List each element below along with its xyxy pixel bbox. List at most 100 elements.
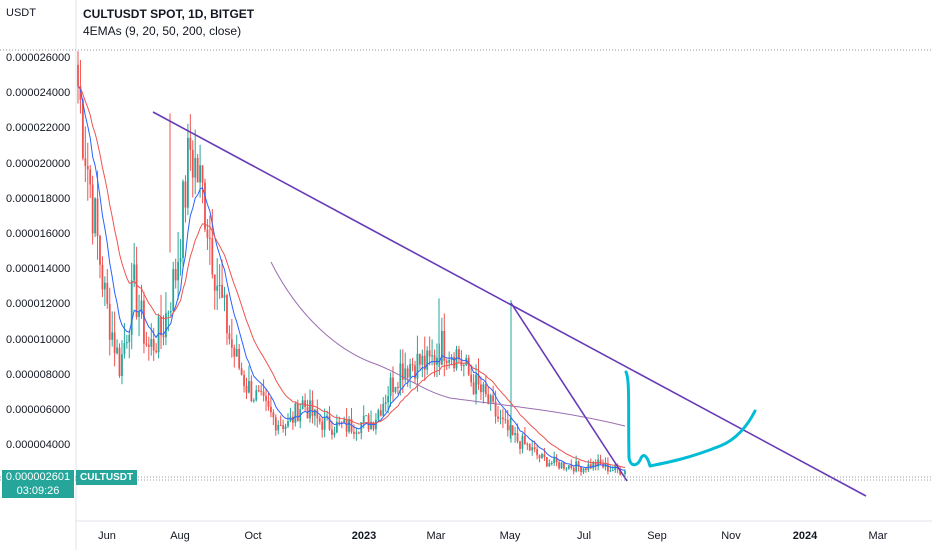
y-tick-label: 0.000016000 [6,228,71,240]
candle-body [567,465,570,469]
chart-title: CULTUSDT SPOT, 1D, BITGET [83,7,255,21]
candle-body [235,348,238,357]
candle-body [257,390,260,392]
candle-body [401,363,404,380]
candle-body [179,258,182,262]
candle-body [609,470,612,472]
candle-body [516,433,519,442]
candle-body [577,461,580,467]
candle-body [270,406,272,413]
candle-body [589,464,592,469]
price-value: 0.000002601 [5,471,71,483]
candle-body [499,417,502,419]
candle-body [392,377,394,393]
candle-body [94,198,96,234]
candle-body [160,317,162,336]
candle-body [494,401,497,417]
candle-body [199,165,201,183]
candle-body [538,455,541,459]
candle-body [277,424,280,431]
indicator-legend[interactable]: 4EMAs (9, 20, 50, 200, close) [83,24,242,38]
candle-body [77,64,79,87]
candle-body [135,264,138,317]
candle-body [340,422,343,424]
x-tick-label: Oct [244,530,262,542]
candle-body [186,137,189,208]
candle-body [211,238,214,275]
candle-body [118,347,121,376]
candle-body [216,285,219,291]
candle-body [296,403,299,422]
candle-body [294,403,297,423]
y-tick-label: 0.000014000 [6,263,71,276]
candle-body [506,419,509,431]
candle-body [338,421,341,423]
candle-body [396,386,399,388]
candle-body [111,332,114,340]
candle-body [287,421,289,427]
candle-body [426,350,429,370]
candle-body [465,357,468,366]
y-tick-label: 0.000008000 [6,368,71,381]
candle-body [365,415,368,417]
candle-body [243,374,245,387]
candle-body [113,332,116,354]
candle-body [140,300,143,313]
currency-label: USDT [6,7,36,19]
candle-body [279,424,282,426]
candle-body [206,229,209,238]
candle-body [326,415,328,417]
candle-body [125,342,128,344]
candle-body [174,269,177,281]
candle-body [580,466,582,473]
candle-body [504,419,507,421]
candle-body [343,419,346,424]
y-tick-label: 0.000024000 [6,87,71,100]
candle-body [409,364,412,378]
candle-body [194,157,197,178]
candle-body [226,295,228,334]
candle-body [228,333,231,340]
candle-body [333,432,336,435]
x-tick-label: Jun [98,530,116,542]
candle-body [585,468,587,471]
candle-body [169,310,172,313]
candle-body [421,355,424,365]
candle-body [147,344,150,347]
candle-body [213,274,216,291]
candle-body [467,357,470,375]
candle-body [335,421,338,433]
candle-body [309,400,311,419]
candle-body [177,261,180,281]
candle-body [304,400,307,408]
candle-body [624,470,626,474]
candle-body [331,429,333,435]
candle-body [230,339,233,348]
candle-body [255,390,258,401]
y-tick-label: 0.000026000 [6,52,71,64]
candle-body [428,350,431,357]
y-tick-label: 0.000010000 [6,333,71,346]
candle-body [448,359,451,363]
candle-body [614,465,617,471]
candle-body [536,449,538,456]
candle-body [367,415,370,430]
candle-body [460,359,463,366]
candle-body [204,182,206,230]
x-tick-label: 2024 [792,530,818,542]
candle-body [81,99,84,159]
candle-body [84,158,87,167]
candle-body [487,394,490,404]
candle-body [91,184,94,234]
candle-body [223,295,226,298]
candle-body [89,169,92,185]
candle-body [321,421,324,430]
candle-body [560,462,563,469]
candle-body [514,433,517,435]
symbol-badge: CULTUSDT [76,470,138,485]
candle-body [218,284,221,286]
candle-body [133,264,136,281]
candle-body [548,463,551,467]
